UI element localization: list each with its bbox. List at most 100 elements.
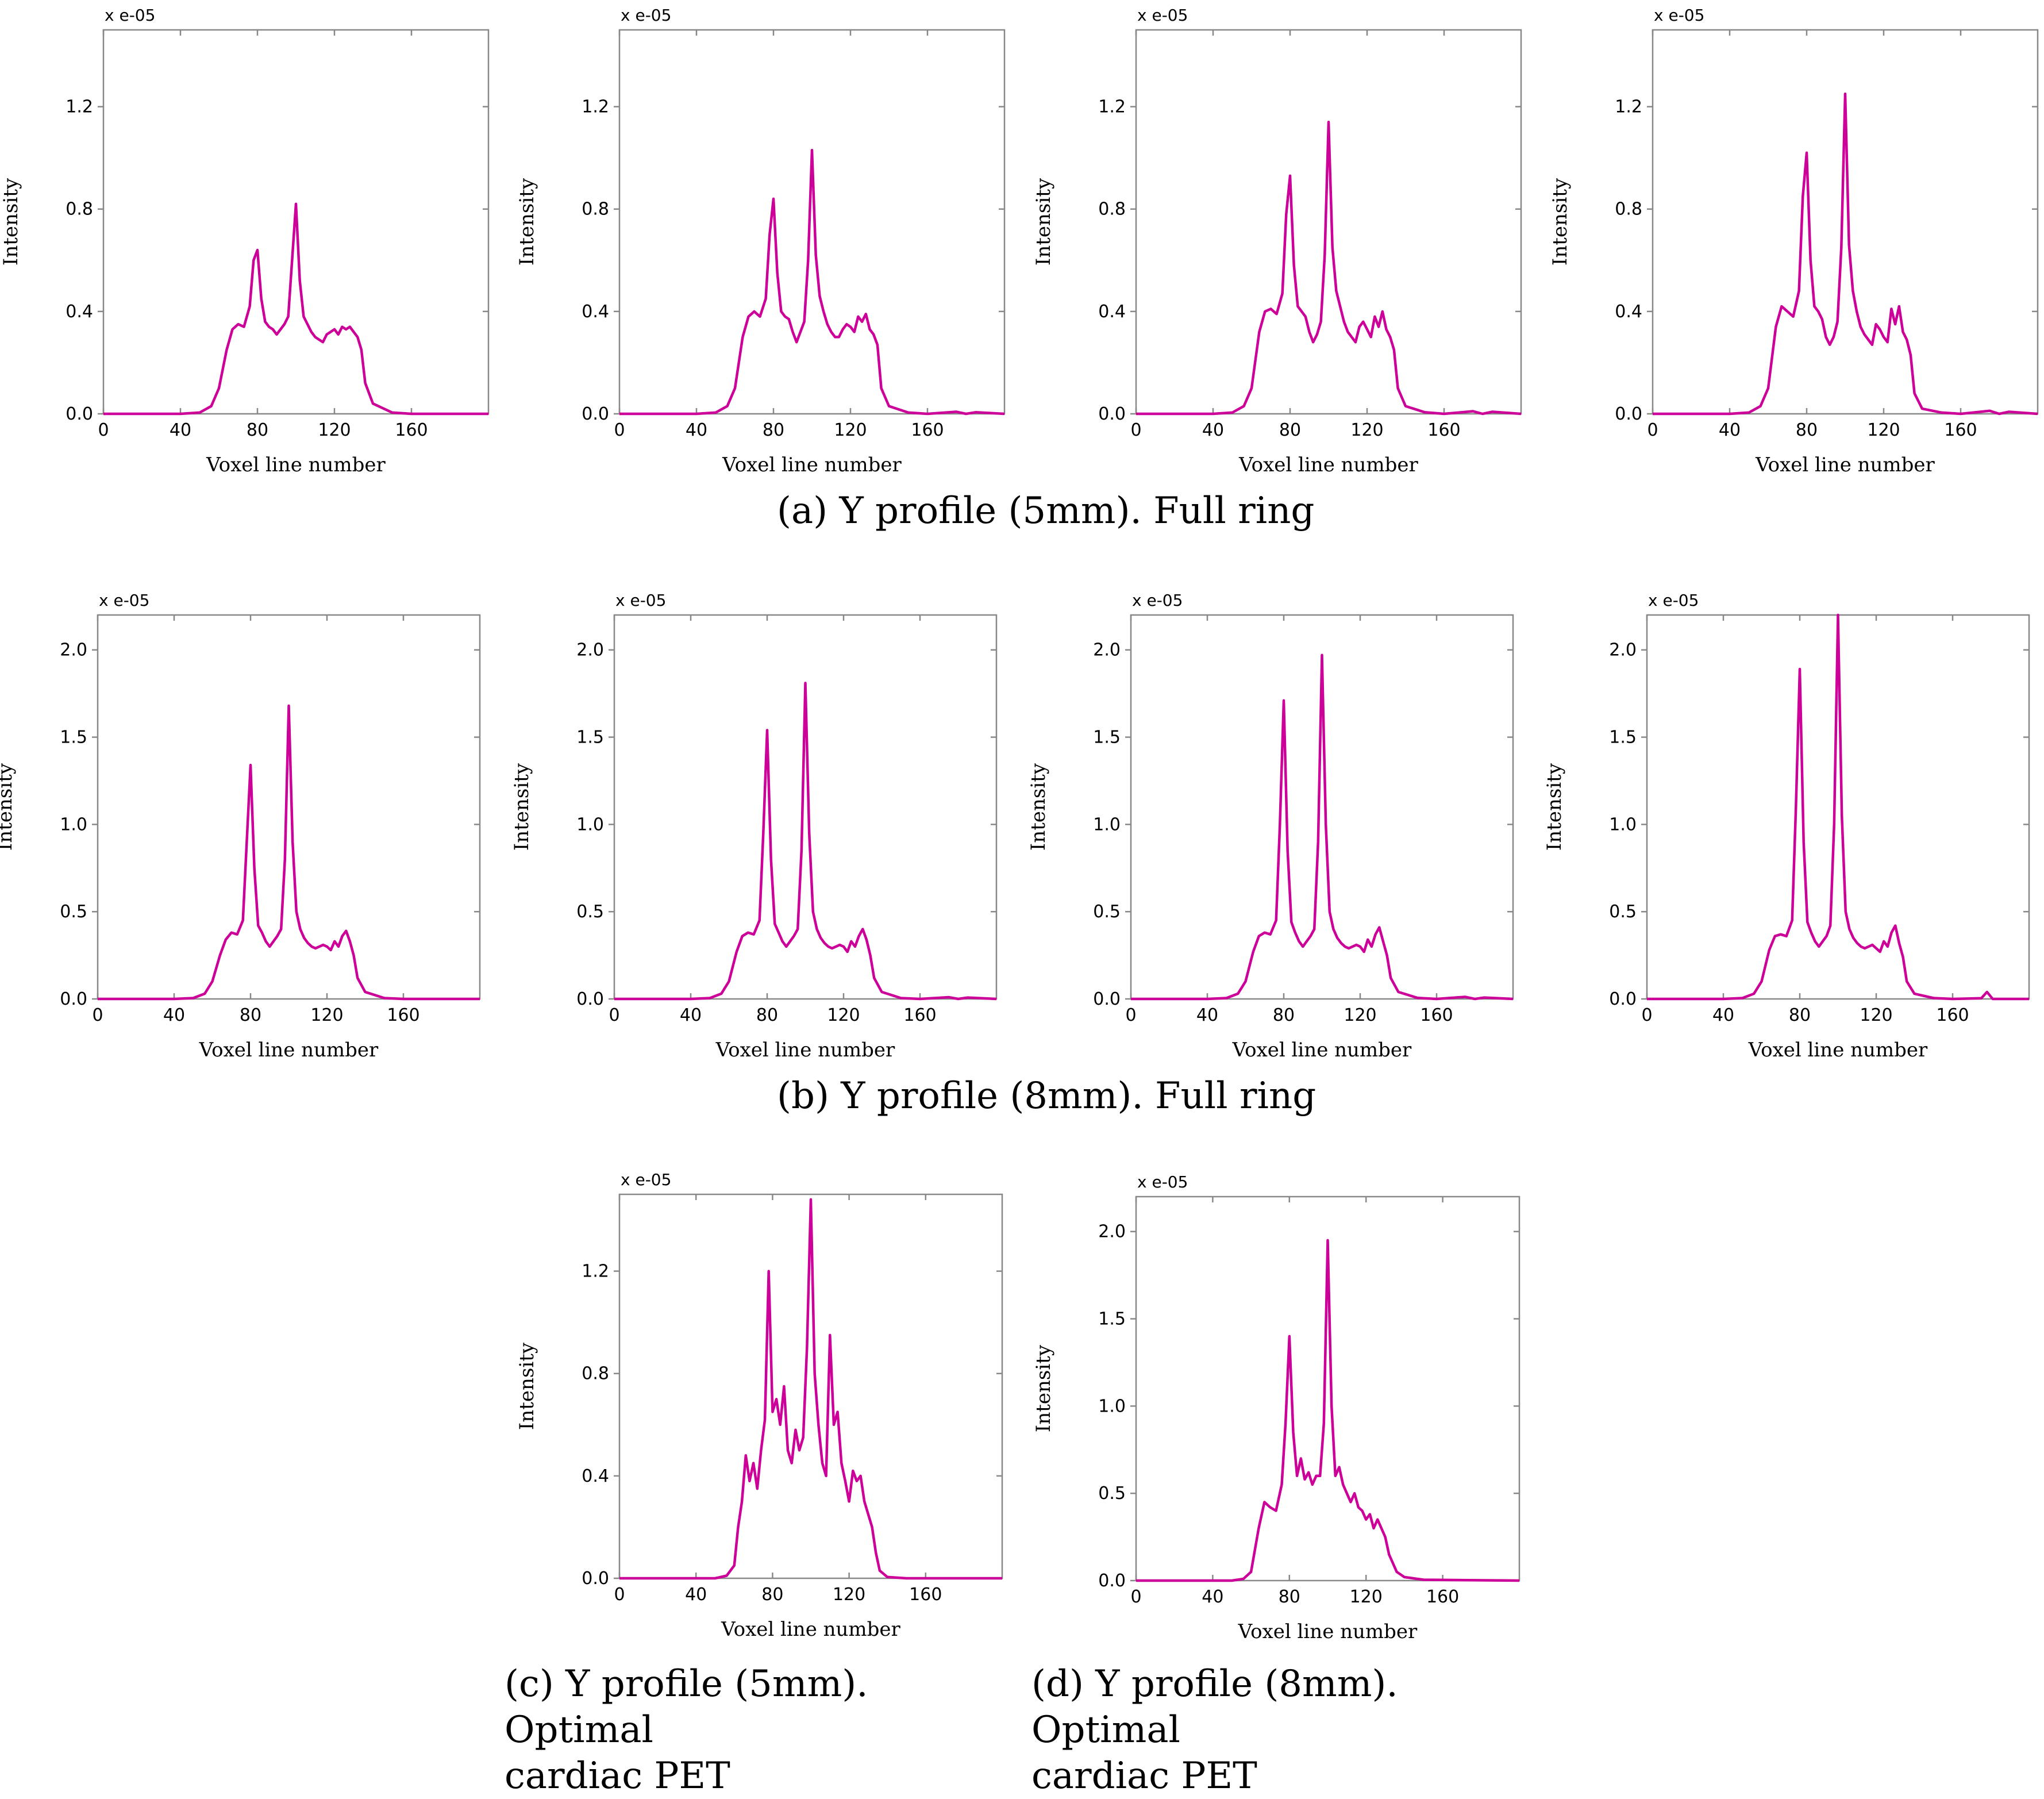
y-tick-label: 0.0 <box>1098 404 1126 424</box>
y-axis-label: Intensity <box>0 178 22 266</box>
y-axis-label: Intensity <box>1543 763 1566 851</box>
y-tick-label: 0.4 <box>66 302 93 322</box>
y-tick-label: 1.5 <box>1609 728 1637 748</box>
y-tick-label: 0.8 <box>582 199 609 220</box>
x-tick-label: 40 <box>1712 1005 1734 1025</box>
y-tick-label: 1.5 <box>576 728 604 748</box>
y-tick-label: 0.5 <box>60 902 87 922</box>
x-tick-label: 160 <box>911 420 944 440</box>
chart-b4: 0.0 0.5 1.0 1.5 2.0 0 40 80 120 160 x e-05 Voxel li… <box>1543 591 2030 1062</box>
y-tick-label: 1.0 <box>60 814 87 835</box>
plot-frame <box>618 1193 1003 1579</box>
x-axis-label: Voxel line number <box>1748 1039 1928 1062</box>
y-tick-label: 0.4 <box>582 302 609 322</box>
y-tick-label: 0.5 <box>1609 902 1637 922</box>
x-tick-label: 40 <box>163 1005 185 1025</box>
x-tick-label: 120 <box>827 1005 860 1025</box>
plot-frame <box>102 29 490 415</box>
y-axis-label: Intensity <box>1032 1344 1055 1432</box>
x-tick-label: 0 <box>1647 420 1658 440</box>
y-tick-label: 2.0 <box>576 640 604 660</box>
chart-b2: 0.0 0.5 1.0 1.5 2.0 0 40 80 120 160 x e-05 Voxel li… <box>510 591 998 1062</box>
x-tick-label: 80 <box>247 420 268 440</box>
x-tick-label: 160 <box>1420 1005 1453 1025</box>
x-axis-label: Voxel line number <box>199 1039 379 1062</box>
x-tick-label: 40 <box>680 1005 702 1025</box>
y-tick-label: 0.5 <box>576 902 604 922</box>
x-tick-label: 80 <box>1789 1005 1811 1025</box>
y-axis-label: Intensity <box>1027 763 1050 851</box>
caption-d: (d) Y profile (8mm). Optimal cardiac PET <box>1031 1661 1549 1799</box>
exponent-label: x e-05 <box>1137 6 1188 25</box>
y-tick-label: 1.0 <box>1609 814 1637 835</box>
plot-frame <box>618 29 1006 415</box>
exponent-label: x e-05 <box>99 591 149 610</box>
plot-frame <box>1135 1196 1521 1582</box>
chart-a4: 0.0 0.4 0.8 1.2 0 40 80 120 160 x e-05 Voxel line … <box>1549 6 2039 476</box>
chart-b1: 0.0 0.5 1.0 1.5 2.0 0 40 80 120 160 x e-05 Voxel li… <box>0 591 481 1062</box>
y-tick-label: 1.0 <box>576 814 604 835</box>
x-tick-label: 160 <box>1426 1587 1459 1607</box>
x-tick-label: 120 <box>1350 1587 1383 1607</box>
x-tick-label: 0 <box>614 1585 625 1605</box>
series-line <box>619 1198 1002 1580</box>
caption-d-line1: (d) Y profile (8mm). Optimal <box>1031 1663 1398 1751</box>
plot-frame <box>1652 29 2039 415</box>
x-tick-label: 120 <box>318 420 351 440</box>
x-tick-label: 0 <box>1130 1587 1141 1607</box>
y-tick-label: 0.8 <box>66 199 93 220</box>
x-axis-label: Voxel line number <box>1238 1620 1418 1643</box>
x-tick-label: 40 <box>1719 420 1741 440</box>
x-axis-label: Voxel line number <box>1232 1039 1412 1062</box>
x-axis-label: Voxel line number <box>206 453 386 476</box>
x-tick-label: 120 <box>834 420 867 440</box>
y-tick-label: 2.0 <box>1609 640 1637 660</box>
y-tick-label: 1.0 <box>1098 1396 1126 1416</box>
y-tick-label: 1.2 <box>1615 97 1642 117</box>
x-tick-label: 0 <box>1641 1005 1652 1025</box>
y-tick-label: 0.0 <box>582 1569 609 1589</box>
x-tick-label: 0 <box>92 1005 103 1025</box>
y-tick-label: 0.8 <box>1615 199 1642 220</box>
y-tick-label: 1.5 <box>1093 728 1121 748</box>
x-tick-label: 0 <box>98 420 109 440</box>
y-tick-label: 0.0 <box>1615 404 1642 424</box>
x-axis-label: Voxel line number <box>721 1618 900 1641</box>
series-line <box>1136 1239 1520 1582</box>
chart-d: 0.0 0.5 1.0 1.5 2.0 0 40 80 120 160 x e-05 Voxel li… <box>1032 1173 1521 1643</box>
x-tick-label: 80 <box>763 420 784 440</box>
x-tick-label: 80 <box>761 1585 783 1605</box>
x-tick-label: 80 <box>756 1005 778 1025</box>
y-tick-label: 2.0 <box>1093 640 1121 660</box>
x-tick-label: 160 <box>395 420 428 440</box>
plot-frame <box>1135 29 1522 415</box>
y-tick-label: 0.5 <box>1098 1483 1126 1504</box>
exponent-label: x e-05 <box>621 1170 671 1189</box>
chart-b3: 0.0 0.5 1.0 1.5 2.0 0 40 80 120 160 x e-05 Voxel li… <box>1027 591 1514 1062</box>
plot-frame <box>613 614 998 1000</box>
caption-c-line2: cardiac PET <box>505 1755 730 1797</box>
x-tick-label: 120 <box>1350 420 1383 440</box>
x-axis-label: Voxel line number <box>715 1039 895 1062</box>
y-tick-label: 0.0 <box>1093 989 1121 1009</box>
x-tick-label: 120 <box>1344 1005 1376 1025</box>
plot-frame <box>1130 614 1514 1000</box>
x-axis-label: Voxel line number <box>722 453 902 476</box>
caption-b: (b) Y profile (8mm). Full ring <box>777 1075 1317 1117</box>
y-tick-label: 0.0 <box>66 404 93 424</box>
x-tick-label: 120 <box>310 1005 343 1025</box>
y-axis-label: Intensity <box>0 763 17 851</box>
exponent-label: x e-05 <box>105 6 155 25</box>
y-tick-label: 0.8 <box>1098 199 1126 220</box>
x-tick-label: 80 <box>240 1005 261 1025</box>
y-tick-label: 0.0 <box>1609 989 1637 1009</box>
x-axis-label: Voxel line number <box>1238 453 1418 476</box>
x-tick-label: 40 <box>686 420 707 440</box>
y-tick-label: 1.2 <box>582 97 609 117</box>
x-tick-label: 0 <box>1130 420 1141 440</box>
x-tick-label: 120 <box>1860 1005 1892 1025</box>
exponent-label: x e-05 <box>621 6 671 25</box>
caption-a: (a) Y profile (5mm). Full ring <box>777 490 1315 532</box>
x-tick-label: 120 <box>1867 420 1900 440</box>
y-tick-label: 0.0 <box>576 989 604 1009</box>
